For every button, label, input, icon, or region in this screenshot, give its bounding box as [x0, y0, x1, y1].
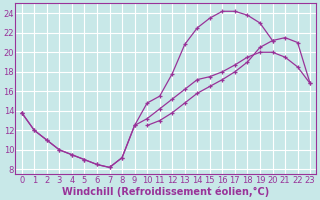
X-axis label: Windchill (Refroidissement éolien,°C): Windchill (Refroidissement éolien,°C): [62, 186, 269, 197]
